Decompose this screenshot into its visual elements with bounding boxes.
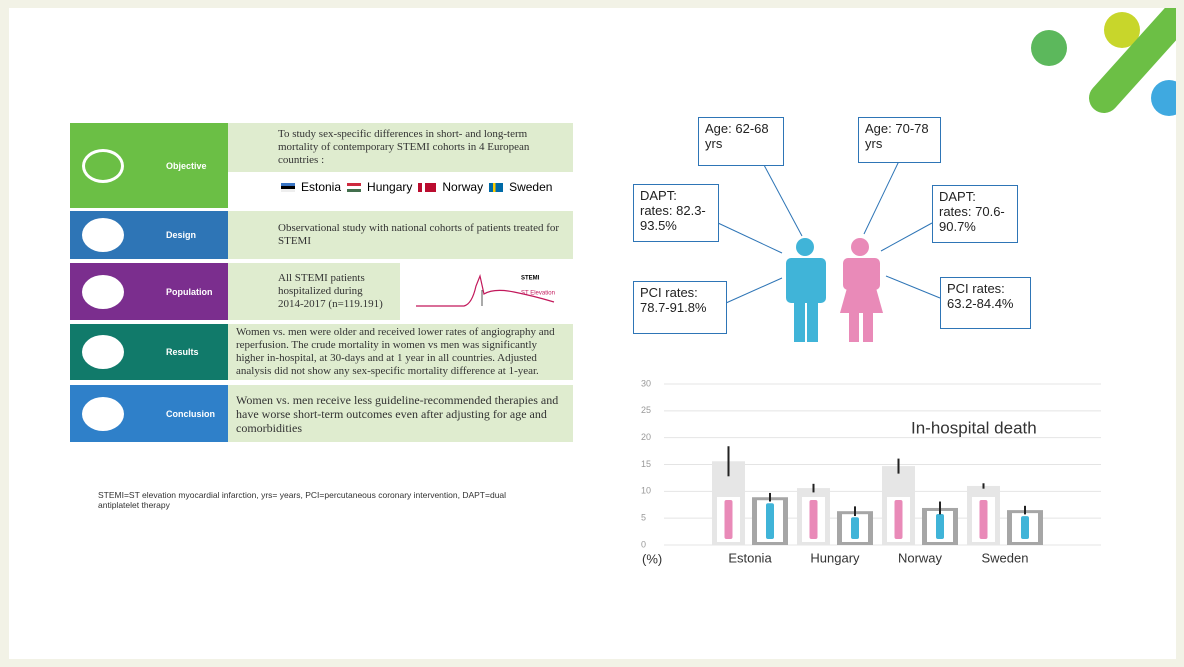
label-text: Conclusion [166, 408, 215, 419]
label-text: Design [166, 230, 197, 240]
inset-title: STEMI [521, 276, 540, 282]
panel-text: Women vs. men were older and received lo… [228, 324, 573, 380]
panel-text: Observational study with national cohort… [228, 211, 573, 259]
figure-icon [809, 500, 818, 539]
chart-title: In-hospital death [911, 418, 1037, 437]
country: Estonia [301, 180, 342, 194]
y-axis-label: (%) [642, 551, 662, 566]
x-tick-label: Hungary [810, 550, 860, 565]
x-tick-label: Sweden [982, 550, 1029, 565]
country-legend: Estonia Hungary Norway Sweden [281, 180, 552, 194]
callout: DAPT: rates: 70.6-90.7% [932, 185, 1018, 243]
text: All STEMI patients hospitalized during 2… [278, 272, 383, 310]
man-figure [786, 238, 826, 342]
y-tick-label: 15 [641, 459, 651, 469]
figure-icon [979, 500, 988, 539]
panel-text: To study sex-specific differences in sho… [228, 123, 573, 172]
callout: Age: 70-78 yrs [858, 117, 941, 163]
content: Objective To study sex-specific differen… [9, 8, 1176, 659]
panel-label: Results [70, 324, 228, 380]
label-text: Results [166, 347, 199, 357]
y-tick-label: 25 [641, 405, 651, 415]
panel-text: All STEMI patients hospitalized during 2… [228, 263, 400, 320]
decor-circle [1104, 12, 1140, 48]
figures [717, 160, 941, 342]
text: Women vs. men were older and received lo… [236, 326, 555, 377]
x-tick-label: Norway [898, 550, 943, 565]
y-tick-label: 5 [641, 513, 646, 523]
decor-circle [1151, 80, 1176, 116]
chart: In-hospital death (%) 0 5 10 15 20 25 30 Estoni… [641, 378, 1101, 566]
y-tick-label: 10 [641, 486, 651, 496]
panel-label: Conclusion [70, 385, 228, 442]
text: Observational study with national cohort… [278, 222, 560, 247]
y-tick-label: 0 [641, 539, 646, 549]
panel-label: Population [70, 263, 228, 320]
text: To study sex-specific differences in sho… [278, 128, 530, 166]
label-text: Objective [166, 160, 207, 171]
ecg-trace [416, 273, 555, 307]
decor [1031, 8, 1176, 116]
x-tick-label: Estonia [728, 550, 772, 565]
flag [347, 182, 362, 192]
decor-bar [1089, 8, 1176, 113]
flag [418, 182, 437, 192]
panel-label: Design [70, 211, 228, 259]
ecg-inset: STEMI ST Elevation [416, 273, 555, 307]
callout-lines [717, 160, 941, 304]
callout: PCI rates: 78.7-91.8% [633, 281, 727, 334]
text: Women vs. men receive less guideline-rec… [236, 392, 559, 435]
figure-icon [766, 503, 774, 539]
callout: Age: 62-68 yrs [698, 117, 784, 166]
figure-icon [724, 500, 733, 539]
figure-icon [1021, 516, 1029, 539]
callout: DAPT: rates: 82.3-93.5% [633, 184, 719, 242]
country: Norway [442, 180, 484, 194]
woman-figure [840, 238, 883, 342]
country: Hungary [367, 180, 413, 194]
y-tick-label: 30 [641, 378, 651, 388]
panel-text: Women vs. men receive less guideline-rec… [228, 385, 573, 442]
figure-icon [894, 500, 903, 539]
figure-icon [851, 517, 859, 539]
flag [489, 182, 504, 192]
country: Sweden [509, 180, 553, 194]
figure-icon [936, 513, 944, 539]
flag [281, 182, 295, 192]
inset-subtitle: ST Elevation [521, 291, 555, 297]
y-tick-label: 20 [641, 432, 651, 442]
callout: PCI rates: 63.2-84.4% [940, 277, 1031, 329]
label-text: Population [166, 286, 213, 297]
footnote: STEMI=ST elevation myocardial infarction… [98, 490, 507, 510]
panel-label: Objective [70, 123, 228, 208]
decor-circle [1031, 30, 1067, 66]
